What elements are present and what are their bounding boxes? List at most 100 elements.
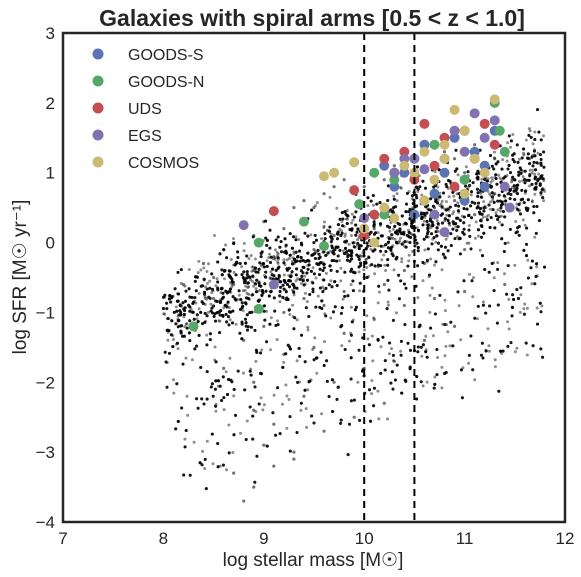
background-point <box>424 348 428 352</box>
background-point <box>242 279 246 283</box>
background-point <box>292 284 296 288</box>
background-point <box>211 289 215 293</box>
background-point <box>395 199 399 203</box>
background-point <box>234 413 237 417</box>
background-point <box>227 274 231 278</box>
background-point <box>208 286 212 290</box>
background-point <box>428 293 432 297</box>
background-point <box>227 423 231 427</box>
background-point <box>306 259 310 263</box>
background-point <box>329 268 333 272</box>
background-point <box>428 310 432 314</box>
background-point <box>419 210 423 214</box>
background-point <box>414 193 418 197</box>
background-point <box>340 344 344 348</box>
background-point <box>494 177 498 180</box>
background-point <box>345 258 349 262</box>
background-point <box>244 438 248 441</box>
background-point <box>345 222 349 225</box>
background-point <box>300 282 303 285</box>
background-point <box>535 306 539 310</box>
background-point <box>317 252 321 256</box>
background-point <box>196 271 200 275</box>
background-point <box>301 265 305 269</box>
background-point <box>532 211 536 215</box>
background-point <box>341 249 345 253</box>
background-point <box>340 231 344 235</box>
background-point <box>306 251 310 255</box>
background-point <box>478 248 482 252</box>
background-point <box>343 240 347 244</box>
background-point <box>267 256 271 259</box>
background-point <box>308 293 312 296</box>
background-point <box>525 242 528 246</box>
background-point <box>383 359 387 363</box>
background-point <box>495 321 499 325</box>
background-point <box>446 249 450 253</box>
background-point <box>377 284 381 288</box>
background-point <box>541 355 545 359</box>
background-point <box>335 232 339 236</box>
background-point <box>354 210 358 214</box>
background-point <box>492 289 496 293</box>
background-point <box>255 454 259 458</box>
background-point <box>290 246 294 250</box>
background-point <box>433 312 437 316</box>
background-point <box>440 206 444 210</box>
background-point <box>241 371 245 375</box>
background-point <box>386 417 389 421</box>
background-point <box>276 260 280 264</box>
background-point <box>358 418 362 422</box>
background-point <box>541 186 545 190</box>
background-point <box>533 175 537 179</box>
background-point <box>253 328 257 332</box>
background-point <box>454 225 458 229</box>
background-point <box>541 177 545 181</box>
background-point <box>399 279 403 283</box>
background-point <box>432 185 436 189</box>
background-point <box>469 334 473 338</box>
background-point <box>512 189 516 193</box>
background-point <box>352 398 356 402</box>
background-point <box>293 286 297 290</box>
background-point <box>411 233 415 237</box>
background-point <box>356 238 359 242</box>
background-point <box>507 297 511 301</box>
background-point <box>258 261 262 265</box>
background-point <box>422 211 426 215</box>
background-point <box>525 226 529 230</box>
background-point <box>374 231 378 235</box>
background-point <box>272 296 276 300</box>
background-point <box>465 241 469 245</box>
background-point <box>286 343 290 347</box>
background-point <box>185 394 189 398</box>
background-point <box>287 274 291 277</box>
background-point <box>440 221 444 225</box>
background-point <box>348 228 352 231</box>
background-point <box>404 286 408 290</box>
background-point <box>216 280 220 284</box>
background-point <box>221 313 225 317</box>
background-point <box>243 281 246 285</box>
background-point <box>356 227 360 231</box>
background-point <box>211 287 214 291</box>
background-point <box>386 235 390 239</box>
background-point <box>165 385 169 389</box>
background-point <box>301 271 305 275</box>
background-point <box>405 191 409 195</box>
background-point <box>364 258 368 261</box>
background-point <box>351 279 355 283</box>
background-point <box>443 309 447 313</box>
background-point <box>366 196 370 200</box>
background-point <box>417 228 420 232</box>
background-point <box>254 359 258 363</box>
background-point <box>245 254 249 258</box>
background-point <box>322 250 326 254</box>
background-point <box>249 367 253 371</box>
background-point <box>523 302 527 306</box>
background-point <box>278 280 282 284</box>
background-point <box>350 212 354 216</box>
background-point <box>344 241 348 245</box>
background-point <box>177 292 180 296</box>
background-point <box>429 257 433 261</box>
